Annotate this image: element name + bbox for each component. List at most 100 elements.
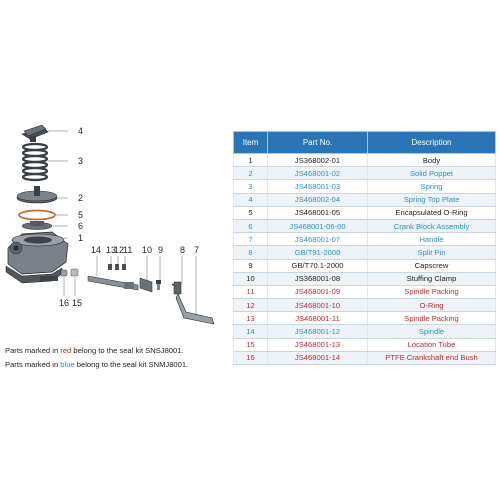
cell-item: 7 <box>233 232 268 247</box>
table-row: 11 JS468001-09 Spindle Packing <box>233 285 496 300</box>
callout-15: 15 <box>72 298 82 308</box>
cell-item: 10 <box>233 272 268 286</box>
note-red-prefix: Parts marked in <box>5 346 61 355</box>
table-row: 2 JS468001-02 Solid Poppet <box>233 166 496 181</box>
cell-description: Handle <box>367 232 496 247</box>
cell-description: PTFE Crankshaft end Bush <box>367 351 496 366</box>
cell-item: 15 <box>233 338 268 352</box>
table-header-row: Item Part No. Description <box>233 131 496 154</box>
note-blue-suffix: belong to the seal kit SNMJ8001. <box>74 360 189 369</box>
crank-block-drawing <box>21 221 53 230</box>
table-row: 4 JS468002-04 Spring Top Plate <box>233 193 496 207</box>
cell-description: Capscrew <box>367 259 496 273</box>
table-row: 15 JS468001-13 Location Tube <box>233 338 496 352</box>
cell-part-no: JS468001-09 <box>267 285 368 300</box>
callout-16: 16 <box>59 298 69 308</box>
cell-description: O-Ring <box>367 298 496 313</box>
callout-7: 7 <box>194 245 199 255</box>
cell-part-no: JS468001-13 <box>267 338 368 352</box>
callout-1: 1 <box>78 233 83 243</box>
cell-description: Body <box>367 153 496 168</box>
callout-6: 6 <box>78 221 83 231</box>
cell-part-no: GB/T91-2000 <box>267 245 368 260</box>
callout-5: 5 <box>78 210 83 220</box>
cell-description: Spring Top Plate <box>367 193 496 207</box>
cell-item: 5 <box>233 206 268 220</box>
callout-14: 14 <box>91 245 101 255</box>
cell-part-no: JS468001-06-00 <box>267 219 368 234</box>
cell-part-no: JS468001-11 <box>267 311 368 326</box>
table-row: 12 JS468001-10 O-Ring <box>233 298 496 313</box>
table-row: 13 JS468001-11 Spindle Packing <box>233 311 496 326</box>
cell-item: 3 <box>233 179 268 194</box>
header-item: Item <box>233 131 268 154</box>
table-row: 3 JS468001-03 Spring <box>233 179 496 194</box>
note-blue-prefix: Parts marked in <box>5 360 61 369</box>
cell-part-no: JS468001-05 <box>267 206 368 220</box>
callout-9: 9 <box>158 245 163 255</box>
cell-item: 4 <box>233 193 268 207</box>
note-blue-keyword: blue <box>60 360 75 369</box>
callout-4: 4 <box>78 126 83 136</box>
cell-item: 12 <box>233 298 268 313</box>
table-row: 14 JS468001-12 Spindle <box>233 324 496 339</box>
cell-item: 6 <box>233 219 268 234</box>
callout-2: 2 <box>78 193 83 203</box>
bush-drawings <box>60 268 79 277</box>
cell-part-no: GB/T70.1-2000 <box>267 259 368 273</box>
solid-poppet-drawing <box>16 186 58 204</box>
cell-description: Spindle Packing <box>367 311 496 326</box>
table-row: 6 JS468001-06-00 Crank Block Assembly <box>233 219 496 234</box>
cell-item: 14 <box>233 324 268 339</box>
cell-item: 2 <box>233 166 268 181</box>
cell-item: 9 <box>233 259 268 273</box>
cell-part-no: JS468001-14 <box>267 351 368 366</box>
cell-part-no: JS468001-12 <box>267 324 368 339</box>
o-ring-drawing <box>18 209 56 221</box>
table-row: 7 JS468001-07 Handle <box>233 232 496 247</box>
callout-10: 10 <box>142 245 152 255</box>
packing-drawings <box>108 264 126 270</box>
cell-item: 1 <box>233 153 268 168</box>
cell-description: Crank Block Assembly <box>367 219 496 234</box>
table-row: 8 GB/T91-2000 Split Pin <box>233 245 496 260</box>
callout-13: 13 <box>106 245 116 255</box>
table-row: 5 JS468001-05 Encapsulated O-Ring <box>233 206 496 220</box>
note-red-keyword: red <box>60 346 72 355</box>
parts-table: Item Part No. Description 1 JS368002-01 Bo… <box>233 131 496 366</box>
valve-body-drawing <box>5 231 69 284</box>
cell-description: Spindle <box>367 324 496 339</box>
handle-drawing <box>173 281 215 325</box>
spindle-drawing <box>87 275 139 291</box>
cell-description: Spring <box>367 179 496 194</box>
cell-part-no: JS468001-07 <box>267 232 368 247</box>
callout-11: 11 <box>123 245 132 255</box>
capscrew-drawing <box>156 280 161 290</box>
note-blue-seal-kit: Parts marked in blue belong to the seal … <box>5 360 188 369</box>
callout-12: 12 <box>114 245 124 255</box>
stuffing-clamp-drawing <box>139 277 153 293</box>
header-part-no: Part No. <box>267 131 368 154</box>
spring-top-plate-drawing <box>21 124 49 142</box>
callout-8: 8 <box>180 245 185 255</box>
cell-description: Encapsulated O-Ring <box>367 206 496 220</box>
note-red-suffix: belong to the seal kit SNSJ8001. <box>71 346 184 355</box>
cell-description: Location Tube <box>367 338 496 352</box>
cell-item: 11 <box>233 285 268 300</box>
table-row: 16 JS468001-14 PTFE Crankshaft end Bush <box>233 351 496 366</box>
cell-part-no: JS468001-10 <box>267 298 368 313</box>
callout-3: 3 <box>78 156 83 166</box>
cell-part-no: JS368002-01 <box>267 153 368 168</box>
cell-item: 8 <box>233 245 268 260</box>
cell-item: 16 <box>233 351 268 366</box>
cell-part-no: JS368001-08 <box>267 272 368 286</box>
table-row: 9 GB/T70.1-2000 Capscrew <box>233 259 496 273</box>
cell-part-no: JS468001-02 <box>267 166 368 181</box>
spring-drawing <box>21 142 49 182</box>
cell-part-no: JS468002-04 <box>267 193 368 207</box>
cell-description: Solid Poppet <box>367 166 496 181</box>
table-row: 10 JS368001-08 Stuffing Clamp <box>233 272 496 286</box>
cell-description: Stuffing Clamp <box>367 272 496 286</box>
table-row: 1 JS368002-01 Body <box>233 153 496 168</box>
cell-description: Split Pin <box>367 245 496 260</box>
